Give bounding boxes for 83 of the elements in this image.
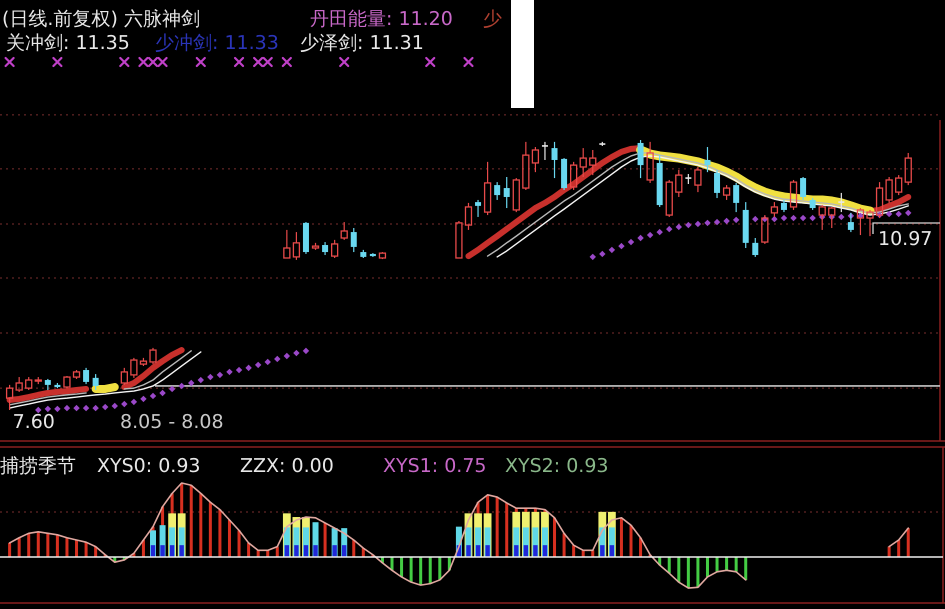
candlestick (780, 199, 787, 213)
bar (342, 545, 346, 557)
candlestick (580, 148, 587, 178)
bar (630, 525, 632, 557)
bar (170, 545, 174, 557)
annotation: 7.60 (12, 411, 55, 433)
chart-title: (日线.前复权) 六脉神剑 (2, 8, 200, 30)
candlestick (684, 173, 692, 185)
candlestick (666, 179, 673, 218)
bar (677, 557, 680, 582)
bar (696, 557, 700, 588)
text: XYS0: 0.93 (97, 455, 201, 477)
candlestick (340, 221, 348, 240)
candlestick (838, 192, 846, 213)
bar (553, 518, 556, 557)
bar (600, 545, 605, 557)
bar (228, 520, 231, 557)
candlestick (350, 227, 357, 253)
bar (75, 540, 78, 557)
bar (524, 545, 528, 557)
bar (8, 542, 12, 557)
bar (56, 534, 59, 557)
bar (27, 533, 30, 557)
candlestick (494, 182, 500, 201)
bar (179, 545, 184, 557)
bar (238, 530, 241, 557)
text: 少冲剑: 11.33 (155, 32, 279, 54)
bar (46, 533, 50, 557)
candlestick (120, 367, 128, 386)
text: XYS2: 0.93 (505, 455, 609, 477)
bar (332, 545, 337, 557)
bar (160, 545, 165, 557)
text: 8.05 - 8.08 (120, 411, 224, 433)
candlestick (44, 378, 51, 391)
bar (610, 545, 614, 557)
text: 少泽剑: 11.31 (300, 32, 424, 54)
bar (485, 545, 490, 557)
bar (533, 545, 538, 557)
bar (324, 522, 327, 557)
text: XYS1: 0.75 (383, 455, 487, 477)
text: 关冲剑: 11.35 (6, 32, 130, 54)
candlestick (752, 237, 758, 258)
bar (428, 557, 432, 584)
bar (496, 497, 499, 557)
candlestick (504, 176, 510, 209)
bar (686, 557, 690, 588)
candlestick (16, 376, 23, 393)
bar (706, 557, 709, 577)
candlestick (800, 176, 806, 201)
annotation: 10.97 (878, 228, 932, 250)
bar (36, 532, 40, 557)
text: 丹田能量: 11.20 (310, 8, 453, 30)
bar (284, 545, 290, 557)
candlestick (512, 177, 520, 213)
text: ZZX: 0.00 (240, 455, 334, 477)
candlestick (589, 149, 596, 176)
candlestick (541, 141, 549, 161)
bar (65, 538, 68, 557)
candlestick (83, 367, 90, 385)
candlestick (552, 141, 558, 179)
candlestick (475, 199, 482, 218)
candlestick (322, 241, 328, 256)
candlestick (92, 373, 99, 391)
bar (410, 557, 413, 582)
bar (505, 502, 508, 557)
candlestick (638, 139, 644, 179)
candlestick (704, 146, 710, 173)
candlestick (522, 141, 530, 191)
bar (190, 485, 193, 557)
bar (218, 510, 222, 557)
text: 少 (483, 8, 502, 30)
bar (294, 545, 299, 557)
candlestick (714, 169, 720, 199)
chart-title: 捕捞季节 (0, 455, 76, 477)
bar (208, 502, 212, 557)
bar (906, 528, 910, 557)
bar (199, 493, 202, 557)
candlestick (675, 169, 682, 198)
bar (620, 518, 623, 557)
candlestick (733, 182, 740, 213)
bar (419, 557, 422, 586)
candlestick (810, 197, 816, 211)
bar (514, 545, 518, 557)
